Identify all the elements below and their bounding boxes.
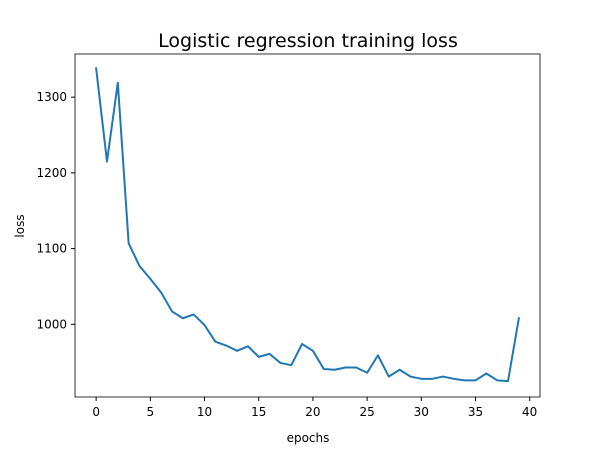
y-tick-label: 1000 — [36, 317, 67, 331]
chart-title: Logistic regression training loss — [158, 30, 458, 52]
loss-series-line — [95, 67, 521, 383]
x-axis-ticks: 0 5 10 15 20 25 30 35 40 — [92, 397, 537, 419]
x-tick-label: 30 — [414, 405, 429, 419]
x-tick-label: 20 — [305, 405, 320, 419]
x-tick-label: 35 — [468, 405, 483, 419]
y-tick-label: 1300 — [36, 90, 67, 104]
y-axis-label: loss — [13, 214, 27, 237]
y-axis-ticks: 1000 1100 1200 1300 — [36, 90, 75, 331]
x-axis-label: epochs — [287, 431, 330, 445]
x-tick-label: 25 — [359, 405, 374, 419]
y-tick-label: 1200 — [36, 166, 67, 180]
x-tick-label: 15 — [251, 405, 266, 419]
x-tick-label: 0 — [92, 405, 100, 419]
x-tick-label: 10 — [197, 405, 212, 419]
x-tick-label: 5 — [147, 405, 155, 419]
plot-frame — [74, 53, 541, 398]
y-tick-label: 1100 — [36, 242, 67, 256]
x-tick-label: 40 — [522, 405, 537, 419]
